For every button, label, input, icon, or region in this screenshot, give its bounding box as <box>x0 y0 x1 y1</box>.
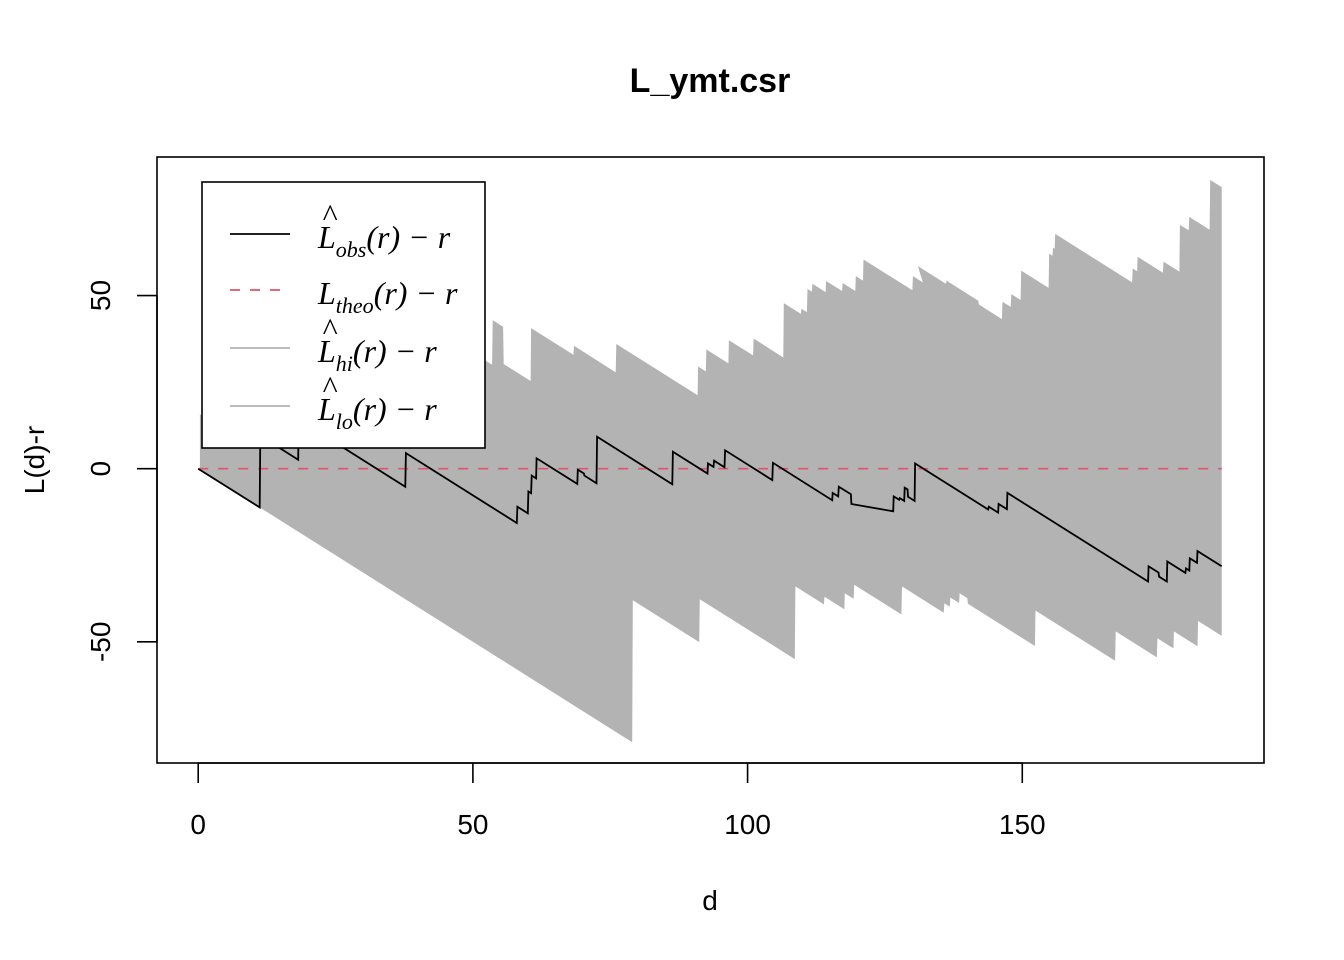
legend-label-theo: Ltheo(r) − r <box>317 275 458 318</box>
x-axis-label: d <box>702 885 718 916</box>
series-layer <box>197 417 1223 584</box>
y-axis: -50 0 50 <box>85 280 158 662</box>
legend-box <box>201 181 486 449</box>
y-tick-label: 50 <box>85 280 116 311</box>
y-tick-label: -50 <box>85 622 116 662</box>
legend-hat-lo: ^ <box>322 369 338 405</box>
x-tick-label: 0 <box>190 809 206 840</box>
envelope-band-area <box>199 179 1222 743</box>
y-tick-label: 0 <box>85 461 116 477</box>
legend-label-obs: Lobs(r) − r <box>317 219 451 262</box>
y-axis-label: L(d)-r <box>19 426 50 494</box>
x-axis: 0 50 100 150 <box>190 762 1046 840</box>
series-line-obs <box>197 417 1223 584</box>
chart-title: L_ymt.csr <box>630 62 791 100</box>
legend-label-lo: Llo(r) − r <box>317 391 437 434</box>
legend-label-hi: Lhi(r) − r <box>317 333 437 376</box>
x-tick-label: 50 <box>457 809 488 840</box>
legend-hat-hi: ^ <box>322 311 338 347</box>
legend-hat-obs: ^ <box>322 197 338 233</box>
x-tick-label: 150 <box>999 809 1046 840</box>
x-tick-label: 100 <box>724 809 771 840</box>
envelope-band <box>199 179 1222 743</box>
